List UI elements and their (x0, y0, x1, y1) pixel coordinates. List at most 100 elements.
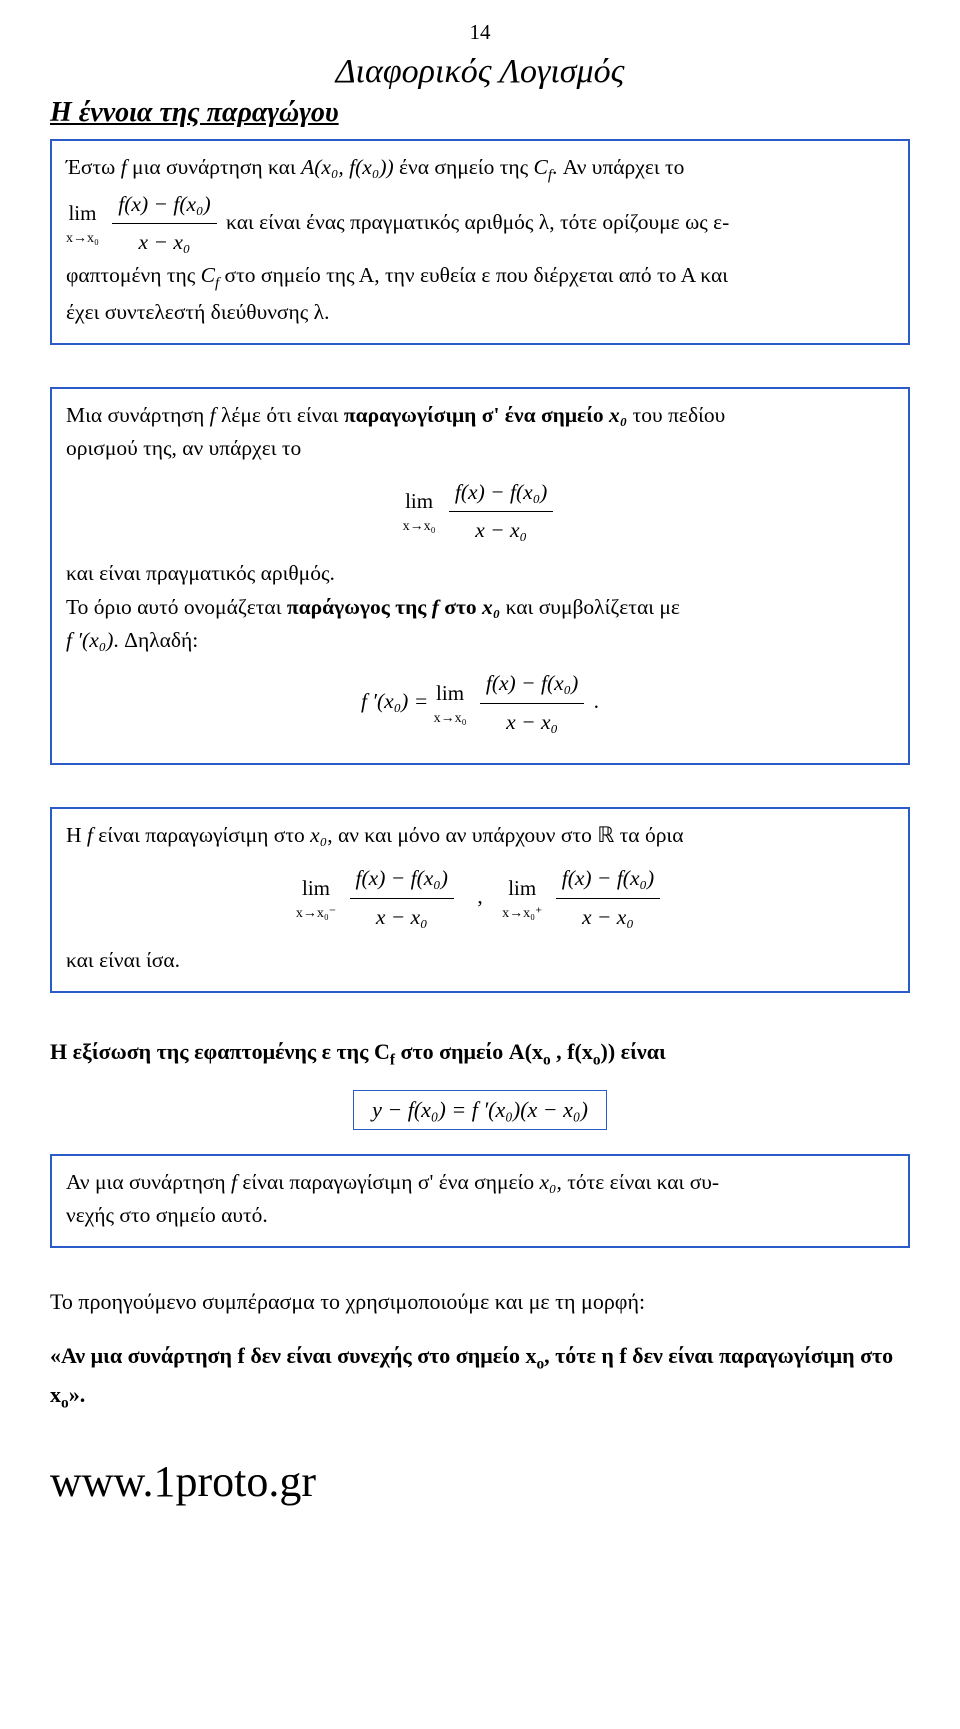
text-bold: παράγωγος της (287, 595, 432, 619)
box2-line1: Μια συνάρτηση f λέμε ότι είναι παραγωγίσ… (66, 399, 894, 432)
math-fprime-eq: f ′(x₀) = (361, 689, 434, 713)
text: , αν και μόνο αν υπάρχουν στο (327, 823, 597, 847)
text: είναι παραγωγίσιμη σ' ένα σημείο (237, 1170, 539, 1194)
lim-label: lim (296, 872, 336, 905)
fraction: f(x) − f(x₀) x − x₀ (350, 862, 454, 934)
text: του πεδίου (627, 403, 725, 427)
frac-den: x − x₀ (449, 512, 553, 547)
frac-num: f(x) − f(x₀) (556, 862, 660, 898)
math-cf: Cf (201, 263, 220, 287)
fraction: f(x) − f(x₀) x − x₀ (112, 188, 216, 260)
theorem-box-continuity: Αν μια συνάρτηση f είναι παραγωγίσιμη σ'… (50, 1154, 910, 1249)
text: Η (66, 823, 87, 847)
theorem-box-sided-limits: Η f είναι παραγωγίσιμη στο x₀, αν και μό… (50, 807, 910, 993)
prev-conclusion-text: Το προηγούμενο συμπέρασμα το χρησιμοποιο… (50, 1284, 910, 1319)
box1-line3: φαπτομένη της Cf στο σημείο της Α, την ε… (66, 259, 894, 296)
text: και συμβολίζεται με (500, 595, 680, 619)
math-fprime: f ′(x₀) (66, 628, 113, 652)
frac-num: f(x) − f(x₀) (480, 667, 584, 703)
lim-sub: x→x₀ (434, 708, 467, 730)
frac-num: f(x) − f(x₀) (112, 188, 216, 224)
box2-formula: lim x→x₀ f(x) − f(x₀) x − x₀ (66, 476, 894, 548)
box4-line1: Αν μια συνάρτηση f είναι παραγωγίσιμη σ'… (66, 1166, 894, 1199)
frac-num: f(x) − f(x₀) (350, 862, 454, 898)
box3-formula: lim x→x₀⁻ f(x) − f(x₀) x − x₀ , lim x→x₀… (66, 862, 894, 934)
box2-formula2: f ′(x₀) = lim x→x₀ f(x) − f(x₀) x − x₀ . (66, 667, 894, 739)
box1-line1: Έστω f μια συνάρτηση και A(x₀, f(x₀)) έν… (66, 151, 894, 188)
frac-den: x − x₀ (350, 899, 454, 934)
text: μια συνάρτηση και (127, 155, 301, 179)
lim-sub: x→x₀ (66, 228, 99, 250)
text: . Δηλαδή: (113, 628, 198, 652)
frac-den: x − x₀ (556, 899, 660, 934)
main-title: Διαφορικός Λογισμός (50, 53, 910, 91)
box1-line2: lim x→x₀ f(x) − f(x₀) x − x₀ και είναι έ… (66, 188, 894, 260)
limit: lim x→x₀ (403, 485, 436, 537)
text: και είναι ένας πραγματικός αριθμός λ, τό… (226, 209, 729, 233)
text: Αν μια συνάρτηση (66, 1170, 231, 1194)
tangent-equation-box: y − f(x₀) = f ′(x₀)(x − x₀) (353, 1090, 607, 1130)
math-x0: x₀ (310, 823, 327, 847)
comma: , (477, 884, 482, 908)
box2-line4: Το όριο αυτό ονομάζεται παράγωγος της f … (66, 591, 894, 624)
tangent-equation-box-wrapper: y − f(x₀) = f ′(x₀)(x − x₀) (50, 1090, 910, 1130)
text: )) είναι (601, 1039, 666, 1064)
sub-o: o (536, 1355, 544, 1372)
limit-right: lim x→x₀⁺ (502, 872, 542, 924)
math-x0: x₀ (609, 403, 627, 427)
text: είναι παραγωγίσιμη στο (93, 823, 310, 847)
text: . Αν υπάρχει το (552, 155, 684, 179)
text: Η εξίσωση της εφαπτομένης ε της C (50, 1039, 390, 1064)
box1-line4: έχει συντελεστή διεύθυνσης λ. (66, 296, 894, 329)
limit: lim x→x₀ (434, 677, 467, 729)
fraction: f(x) − f(x₀) x − x₀ (556, 862, 660, 934)
box2-line5: f ′(x₀). Δηλαδή: (66, 624, 894, 657)
math-point: A(x₀, f(x₀)) (301, 155, 394, 179)
box2-line2: ορισμού της, αν υπάρχει το (66, 432, 894, 465)
section-heading: Η έννοια της παραγώγου (50, 97, 910, 129)
tangent-equation-text: Η εξίσωση της εφαπτομένης ε της Cf στο σ… (50, 1035, 910, 1072)
limit-left: lim x→x₀⁻ (296, 872, 336, 924)
text: , f(x (551, 1039, 593, 1064)
text: Έστω (66, 155, 121, 179)
frac-den: x − x₀ (112, 224, 216, 259)
contrapositive-quote: «Αν μια συνάρτηση f δεν είναι συνεχής στ… (50, 1338, 910, 1416)
fraction: f(x) − f(x₀) x − x₀ (480, 667, 584, 739)
sub-o: o (543, 1052, 551, 1069)
text: , τότε είναι και συ- (556, 1170, 719, 1194)
text: Μια συνάρτηση (66, 403, 210, 427)
math-cf: Cf (533, 155, 552, 179)
lim-sub: x→x₀⁻ (296, 903, 336, 925)
box3-line2: και είναι ίσα. (66, 944, 894, 977)
limit: lim x→x₀ (66, 197, 99, 249)
text: ». (69, 1382, 86, 1407)
text: ένα σημείο της (394, 155, 534, 179)
lim-sub: x→x₀⁺ (502, 903, 542, 925)
text: «Αν μια συνάρτηση f δεν είναι συνεχής στ… (50, 1343, 536, 1368)
page-number: 14 (50, 20, 910, 45)
text: Το όριο αυτό ονομάζεται (66, 595, 287, 619)
lim-label: lim (434, 677, 467, 710)
definition-box-tangent: Έστω f μια συνάρτηση και A(x₀, f(x₀)) έν… (50, 139, 910, 345)
website-url: www.1proto.gr (50, 1456, 910, 1507)
text: φαπτομένη της (66, 263, 201, 287)
box2-line3: και είναι πραγματικός αριθμός. (66, 557, 894, 590)
period: . (594, 689, 599, 713)
lim-sub: x→x₀ (403, 516, 436, 538)
math-R: ℝ (597, 823, 614, 847)
math-x0: x₀ (539, 1170, 556, 1194)
box3-line1: Η f είναι παραγωγίσιμη στο x₀, αν και μό… (66, 819, 894, 852)
box4-line2: νεχής στο σημείο αυτό. (66, 1199, 894, 1232)
frac-den: x − x₀ (480, 704, 584, 739)
text: στο σημείο της Α, την ευθεία ε που διέρχ… (219, 263, 728, 287)
frac-num: f(x) − f(x₀) (449, 476, 553, 512)
text-bold: παραγωγίσιμη σ' ένα σημείο (344, 403, 609, 427)
lim-label: lim (403, 485, 436, 518)
sub-o: o (61, 1394, 69, 1411)
text: λέμε ότι είναι (216, 403, 344, 427)
definition-box-derivative: Μια συνάρτηση f λέμε ότι είναι παραγωγίσ… (50, 387, 910, 765)
text: στο σημείο A(x (395, 1039, 543, 1064)
lim-label: lim (66, 197, 99, 230)
sub-o: o (593, 1052, 601, 1069)
text: τα όρια (614, 823, 683, 847)
